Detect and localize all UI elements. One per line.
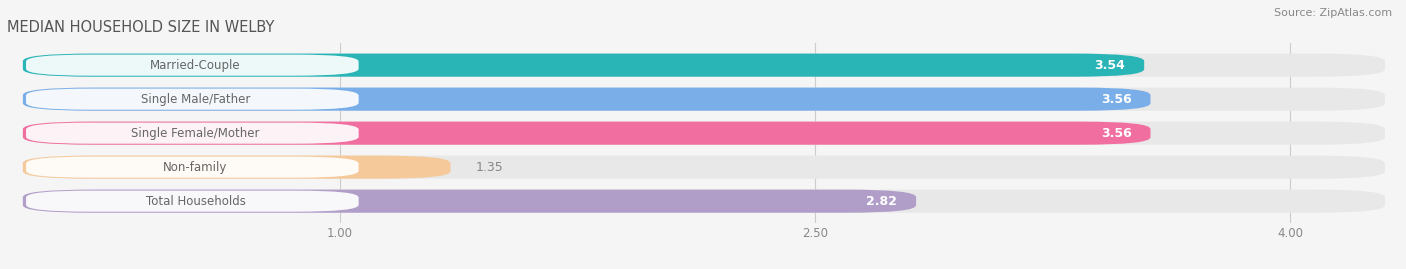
FancyBboxPatch shape — [22, 190, 1385, 213]
Text: 3.56: 3.56 — [1101, 127, 1132, 140]
FancyBboxPatch shape — [22, 122, 1385, 145]
FancyBboxPatch shape — [22, 54, 1144, 77]
FancyBboxPatch shape — [27, 55, 359, 76]
Text: Single Female/Mother: Single Female/Mother — [131, 127, 260, 140]
FancyBboxPatch shape — [22, 190, 917, 213]
Text: Source: ZipAtlas.com: Source: ZipAtlas.com — [1274, 8, 1392, 18]
FancyBboxPatch shape — [27, 157, 359, 178]
Text: Married-Couple: Married-Couple — [150, 59, 240, 72]
Text: Single Male/Father: Single Male/Father — [141, 93, 250, 106]
Text: 2.82: 2.82 — [866, 195, 897, 208]
Text: 3.56: 3.56 — [1101, 93, 1132, 106]
FancyBboxPatch shape — [27, 123, 359, 144]
FancyBboxPatch shape — [22, 88, 1385, 111]
FancyBboxPatch shape — [22, 155, 450, 179]
Text: Non-family: Non-family — [163, 161, 228, 174]
FancyBboxPatch shape — [27, 191, 359, 212]
FancyBboxPatch shape — [27, 89, 359, 110]
Text: 3.54: 3.54 — [1094, 59, 1125, 72]
FancyBboxPatch shape — [22, 54, 1385, 77]
FancyBboxPatch shape — [22, 155, 1385, 179]
Text: Total Households: Total Households — [146, 195, 246, 208]
FancyBboxPatch shape — [22, 122, 1150, 145]
FancyBboxPatch shape — [22, 88, 1150, 111]
Text: 1.35: 1.35 — [475, 161, 503, 174]
Text: MEDIAN HOUSEHOLD SIZE IN WELBY: MEDIAN HOUSEHOLD SIZE IN WELBY — [7, 20, 274, 35]
